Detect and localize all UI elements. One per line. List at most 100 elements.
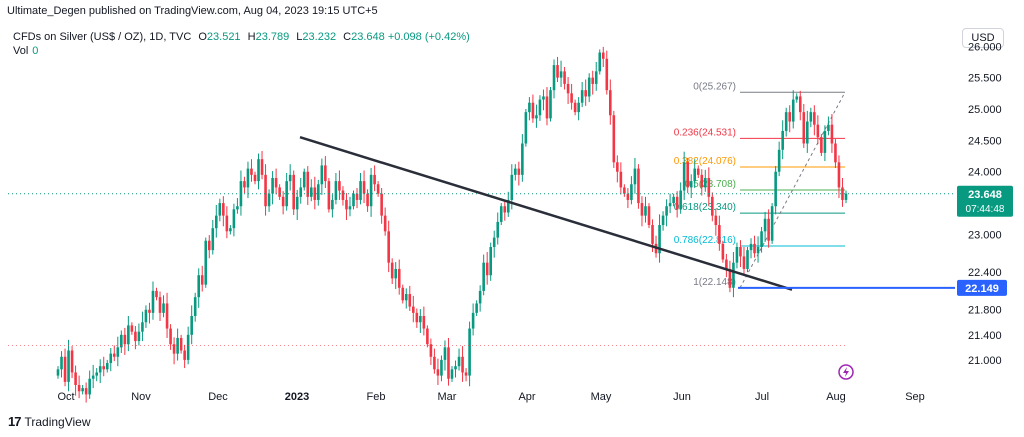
candle-body [777, 149, 781, 172]
candle [222, 196, 225, 227]
descending-trendline[interactable] [299, 136, 793, 291]
candle [809, 107, 813, 128]
candle-body [288, 174, 292, 182]
candle-body [506, 199, 510, 213]
last-price-value: 23.648 [968, 189, 1002, 201]
candle-body [760, 231, 763, 247]
candle [415, 308, 419, 328]
candle-body [753, 243, 756, 254]
candle [401, 284, 405, 304]
fib-level-label: 0.5(23.708) [685, 179, 736, 190]
candle-body [640, 203, 644, 216]
candle-body [243, 181, 246, 188]
candle [587, 73, 591, 103]
candle-body [816, 124, 820, 138]
candle-body [229, 228, 232, 232]
candle [433, 348, 436, 374]
candle [440, 355, 443, 382]
candle [689, 174, 693, 199]
candle [693, 159, 697, 189]
candle-body [693, 168, 697, 182]
currency-button[interactable]: USD [962, 28, 1004, 48]
candle-body [105, 363, 109, 370]
candle-body [756, 247, 760, 254]
symbol-legend: CFDs on Silver (US$ / OZ), 1D, TVC O23.5… [13, 31, 470, 43]
lightning-icon-ring [838, 364, 854, 380]
candle-body [218, 203, 222, 216]
candle [616, 155, 619, 183]
lightning-icon[interactable] [838, 364, 854, 380]
candle [823, 125, 827, 162]
candle [640, 196, 644, 227]
candle-body [95, 372, 98, 376]
candle [686, 157, 689, 194]
candle-body [383, 215, 387, 232]
candle-body [707, 178, 711, 197]
candle-body [806, 121, 809, 144]
candle [383, 207, 387, 236]
time-tick-label: Nov [131, 391, 151, 403]
candle [151, 281, 155, 320]
candle-body [496, 221, 500, 238]
candle [134, 326, 137, 350]
candle-body [566, 83, 570, 94]
candle-body [619, 171, 623, 188]
candle [816, 115, 820, 145]
open-value: 23.521 [206, 31, 241, 43]
candle [563, 66, 566, 90]
candle-body [380, 193, 383, 216]
candle-body [461, 356, 464, 373]
candle [169, 324, 172, 350]
candle [162, 295, 165, 318]
candle [623, 184, 626, 197]
price-tick-label: 21.400 [968, 330, 1002, 342]
candle-body [524, 112, 528, 144]
price-axis[interactable]: 26.000 25.500 25.000 24.500 24.000 23.000 22.4… [957, 41, 1013, 367]
candle-body [718, 225, 721, 244]
candle-body [116, 347, 120, 357]
candle [123, 327, 127, 355]
candle [200, 265, 204, 292]
time-axis[interactable]: Oct Nov Dec 2023 Feb Mar Apr May Jun Jul Aug Sep [57, 391, 924, 403]
candle [165, 292, 169, 338]
candle [742, 247, 746, 276]
candle-body [841, 187, 844, 200]
candle-body [338, 181, 341, 191]
volume-value: 0 [32, 45, 39, 57]
candle-body [837, 162, 841, 188]
candle [390, 258, 394, 285]
candle [341, 186, 345, 206]
candle [179, 334, 183, 354]
candle-body [703, 178, 707, 188]
candle-body [84, 388, 88, 395]
candle-body [225, 215, 229, 232]
candle-body [144, 309, 148, 323]
candle [514, 164, 517, 181]
candle [489, 242, 492, 281]
candle [675, 191, 679, 218]
candle-body [186, 334, 190, 360]
candle-body [739, 247, 742, 257]
candle [102, 356, 106, 377]
candle-body [584, 90, 587, 97]
candle-body [112, 353, 116, 357]
fibonacci-retracement[interactable]: 0(25.267) 0.236(24.531) 0.382(24.076) 0.5(2… [674, 81, 846, 289]
close-label: C [343, 31, 352, 43]
bar-countdown: 07:44:48 [966, 204, 1005, 215]
candle-body [784, 112, 788, 131]
candle [725, 253, 728, 278]
tradingview-logo[interactable]: 17 TradingView [8, 414, 91, 429]
price-tick-label: 22.400 [968, 267, 1002, 279]
candle-body [183, 350, 186, 360]
support-price-badge: 22.149 [957, 279, 1007, 296]
candle [841, 178, 844, 207]
price-tick-label: 26.000 [968, 41, 1002, 53]
fib-level-label: 0.236(24.531) [674, 127, 736, 138]
candle-body [204, 240, 208, 285]
candle [88, 370, 91, 399]
candle [496, 212, 500, 245]
candle [352, 190, 355, 210]
candle [274, 168, 278, 195]
candle [721, 240, 725, 263]
